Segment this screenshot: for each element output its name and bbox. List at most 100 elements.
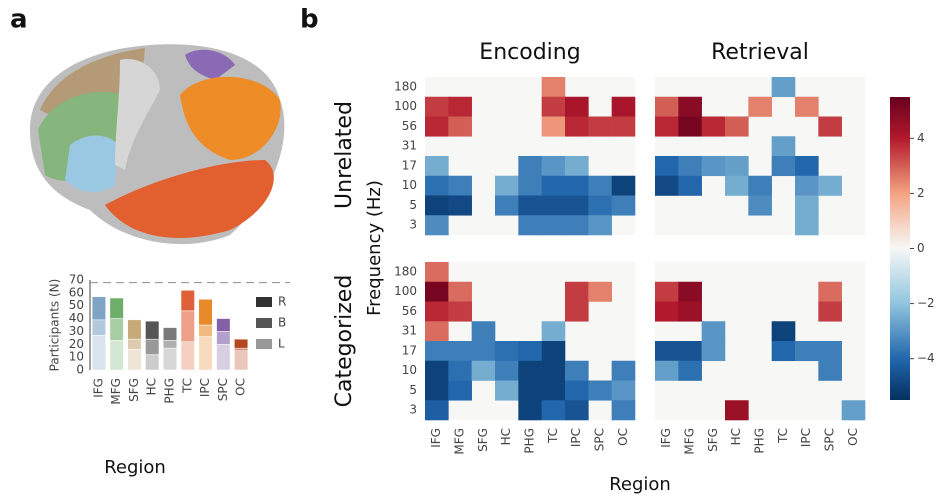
heatmap-cell bbox=[655, 301, 679, 322]
bar-segment bbox=[180, 290, 195, 312]
bar-segment bbox=[127, 338, 142, 350]
bar-segment bbox=[216, 344, 231, 371]
heatmap-cell bbox=[448, 96, 472, 117]
heatmap-cell bbox=[701, 156, 726, 177]
x-tick-label: MFG bbox=[453, 428, 467, 455]
legend-label: B bbox=[278, 316, 286, 330]
colorbar-tick-label: 4 bbox=[917, 131, 925, 145]
heatmap-cell bbox=[448, 116, 472, 137]
bar-segment bbox=[109, 297, 124, 319]
bar-segment bbox=[91, 319, 106, 336]
x-tick-label: SFG bbox=[127, 378, 141, 402]
heatmap-cell bbox=[795, 195, 819, 216]
heatmap-cell bbox=[541, 195, 566, 216]
y-tick-label: 3 bbox=[409, 218, 417, 232]
heatmap-cell bbox=[818, 301, 842, 322]
heatmap-cell bbox=[725, 400, 749, 421]
row-title: Unrelated bbox=[332, 101, 357, 209]
y-tick-label: 10 bbox=[402, 363, 417, 377]
heatmap-cell bbox=[448, 301, 472, 322]
bar-segment bbox=[216, 331, 231, 345]
x-tick-label: IFG bbox=[429, 428, 443, 448]
x-tick-label: OC bbox=[234, 378, 248, 396]
heatmap-cell bbox=[565, 380, 589, 401]
y-axis-label: Participants (N) bbox=[48, 279, 62, 372]
heatmap-cell bbox=[818, 281, 842, 302]
heatmap-cell bbox=[588, 215, 612, 236]
heatmap-cell bbox=[725, 156, 749, 177]
heatmap-cell bbox=[425, 400, 449, 421]
x-tick-label: TC bbox=[776, 428, 790, 444]
bar-segment bbox=[127, 319, 142, 340]
heatmap-cell bbox=[518, 195, 542, 216]
y-tick-label: 50 bbox=[69, 298, 84, 312]
x-axis-label: Region bbox=[104, 457, 166, 478]
x-axis-label: Region bbox=[609, 474, 671, 495]
heatmap-cell bbox=[565, 215, 589, 236]
x-tick-label: IPC bbox=[569, 428, 583, 447]
heatmap-cell bbox=[565, 195, 589, 216]
bar-segment bbox=[145, 354, 160, 371]
heatmap-cell bbox=[655, 281, 679, 302]
heatmap-cell bbox=[541, 215, 566, 236]
y-tick-label: 10 bbox=[69, 350, 84, 364]
brain-illustration bbox=[30, 44, 285, 245]
heatmap-cell bbox=[541, 400, 566, 421]
heatmap-cell bbox=[725, 175, 749, 196]
heatmap-cell bbox=[771, 156, 796, 177]
heatmap-cell bbox=[611, 195, 636, 216]
heatmap-cell bbox=[655, 116, 679, 137]
heatmap-cell bbox=[795, 215, 819, 236]
y-tick-label: 180 bbox=[394, 79, 417, 93]
y-tick-label: 20 bbox=[69, 337, 84, 351]
bar-segment bbox=[162, 327, 178, 341]
heatmap-cell bbox=[748, 175, 772, 196]
bar-segment bbox=[234, 338, 249, 349]
bar-segment bbox=[180, 341, 195, 371]
bar-segment bbox=[145, 338, 160, 355]
heatmap-cell bbox=[495, 175, 519, 196]
heatmap-cell bbox=[541, 116, 566, 137]
y-tick-label: 100 bbox=[394, 284, 417, 298]
heatmap-cell bbox=[425, 321, 449, 342]
heatmap-cell bbox=[701, 341, 726, 362]
heatmap-cell bbox=[818, 175, 842, 196]
heatmap-cell bbox=[425, 195, 449, 216]
heatmap-cell bbox=[565, 156, 589, 177]
heatmap-cell bbox=[425, 156, 449, 177]
heatmap-cell bbox=[818, 341, 842, 362]
heatmap-cell bbox=[471, 341, 496, 362]
heatmap-cell bbox=[565, 96, 589, 117]
y-tick-label: 3 bbox=[409, 403, 417, 417]
x-tick-label: TC bbox=[180, 378, 194, 394]
x-tick-label: SPC bbox=[823, 428, 837, 451]
x-tick-label: HC bbox=[499, 428, 513, 445]
heatmap-cell bbox=[425, 96, 449, 117]
heatmap-cell bbox=[495, 341, 519, 362]
heatmap-cell bbox=[541, 96, 566, 117]
bar-segment bbox=[234, 350, 249, 371]
x-tick-label: PHG bbox=[523, 428, 537, 454]
bar-segment bbox=[127, 349, 142, 371]
y-tick-label: 56 bbox=[402, 119, 417, 133]
heatmap-cell bbox=[771, 321, 796, 342]
heatmap-cell bbox=[541, 77, 566, 98]
x-tick-label: IPC bbox=[799, 428, 813, 447]
heatmap-cell bbox=[518, 341, 542, 362]
heatmap-cell bbox=[471, 360, 496, 381]
heatmap-cell bbox=[471, 321, 496, 342]
heatmap-cell bbox=[678, 341, 702, 362]
heatmap-cell bbox=[655, 175, 679, 196]
bar-segment bbox=[162, 340, 178, 349]
heatmap-cell bbox=[425, 262, 449, 283]
heatmap-cell bbox=[611, 380, 636, 401]
heatmap-cell bbox=[495, 380, 519, 401]
heatmap-cell bbox=[611, 175, 636, 196]
heatmap-cell bbox=[678, 281, 702, 302]
heatmap-cell bbox=[748, 96, 772, 117]
heatmap-cell bbox=[678, 96, 702, 117]
heatmap-cell bbox=[425, 116, 449, 137]
heatmap-cell bbox=[518, 380, 542, 401]
heatmap-cell bbox=[425, 380, 449, 401]
